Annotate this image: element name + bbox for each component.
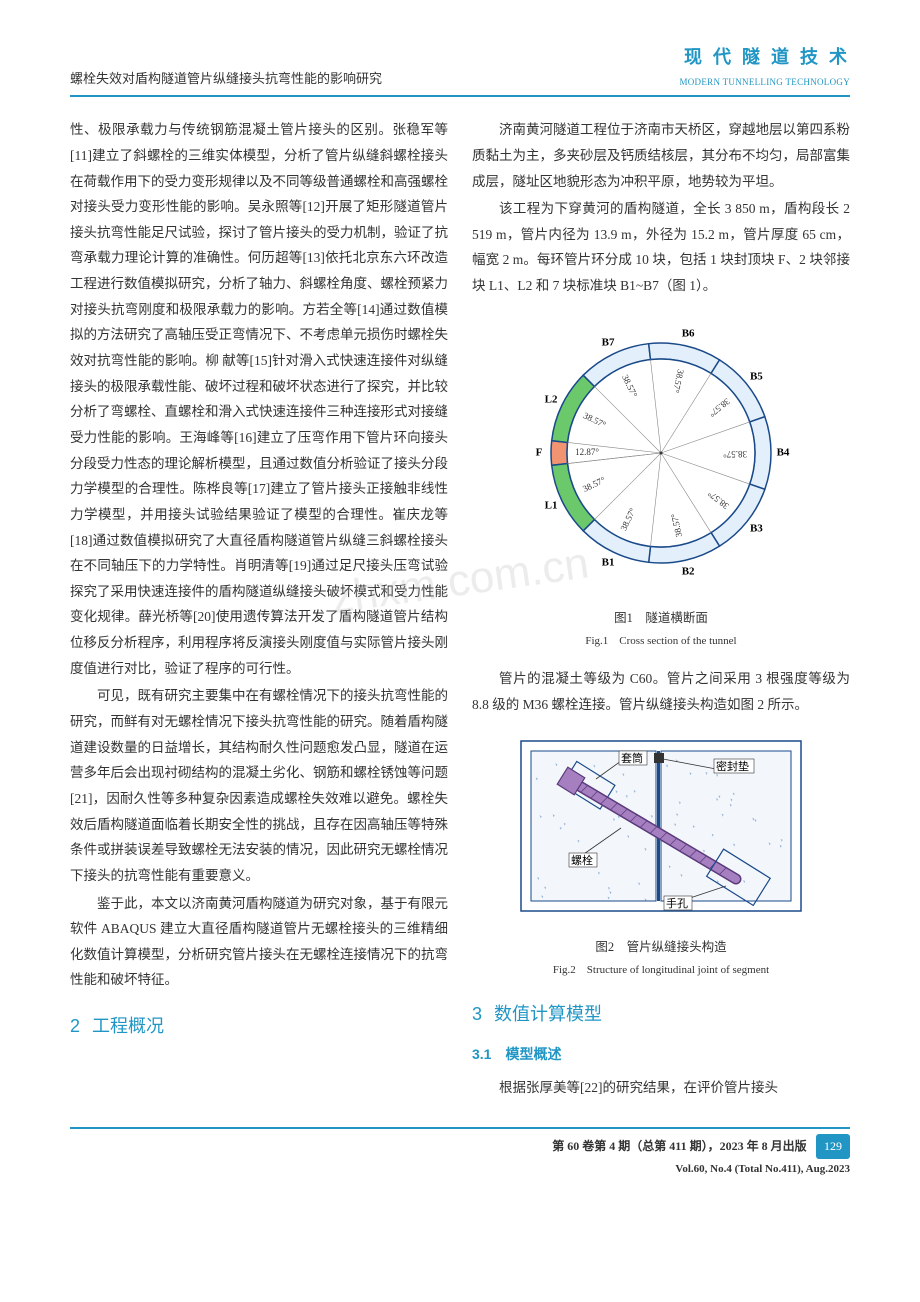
svg-text:12.87°: 12.87° <box>575 447 599 457</box>
svg-text:L2: L2 <box>545 393 558 405</box>
svg-text:B6: B6 <box>682 327 695 339</box>
footer-issue-en: Vol.60, No.4 (Total No.411), Aug.2023 <box>70 1159 850 1180</box>
right-column: 济南黄河隧道工程位于济南市天桥区，穿越地层以第四系粉质黏土为主，多夹砂层及钙质结… <box>472 117 850 1103</box>
content-columns: 性、极限承载力与传统钢筋混凝土管片接头的区别。张稳军等[11]建立了斜螺栓的三维… <box>70 117 850 1103</box>
svg-text:L1: L1 <box>545 499 558 511</box>
svg-text:B4: B4 <box>777 446 790 458</box>
body-paragraph: 性、极限承载力与传统钢筋混凝土管片接头的区别。张稳军等[11]建立了斜螺栓的三维… <box>70 117 448 681</box>
article-running-title: 螺栓失效对盾构隧道管片纵缝接头抗弯性能的影响研究 <box>70 67 382 92</box>
svg-text:密封垫: 密封垫 <box>716 759 749 773</box>
figure-2-caption-cn: 图2 管片纵缝接头构造 <box>472 936 850 960</box>
left-column: 性、极限承载力与传统钢筋混凝土管片接头的区别。张稳军等[11]建立了斜螺栓的三维… <box>70 117 448 1103</box>
section-title: 工程概况 <box>92 1016 164 1036</box>
section-title: 数值计算模型 <box>494 1004 602 1024</box>
page-number: 129 <box>816 1134 850 1159</box>
body-paragraph: 该工程为下穿黄河的盾构隧道，全长 3 850 m，盾构段长 2 519 m，管片… <box>472 196 850 299</box>
section-number: 3 <box>472 1004 482 1024</box>
svg-text:螺栓: 螺栓 <box>571 853 593 867</box>
svg-text:B3: B3 <box>750 522 763 534</box>
journal-title-block: 现 代 隧 道 技 术 MODERN TUNNELLING TECHNOLOGY <box>679 40 850 91</box>
body-paragraph: 管片的混凝土等级为 C60。管片之间采用 3 根强度等级为 8.8 级的 M36… <box>472 666 850 717</box>
svg-text:B1: B1 <box>602 556 615 568</box>
figure-1-caption-en: Fig.1 Cross section of the tunnel <box>472 631 850 652</box>
body-paragraph: 济南黄河隧道工程位于济南市天桥区，穿越地层以第四系粉质黏土为主，多夹砂层及钙质结… <box>472 117 850 194</box>
figure-2: 套筒密封垫螺栓手孔 图2 管片纵缝接头构造 Fig.2 Structure of… <box>472 731 850 980</box>
svg-text:B5: B5 <box>750 370 763 382</box>
joint-structure-diagram: 套筒密封垫螺栓手孔 <box>511 731 811 921</box>
figure-1: F12.87°L238.57°B738.57°B638.57°B538.57°B… <box>472 313 850 652</box>
figure-1-caption-cn: 图1 隧道横断面 <box>472 607 850 631</box>
svg-text:38.57°: 38.57° <box>723 449 747 459</box>
body-paragraph: 根据张厚美等[22]的研究结果，在评价管片接头 <box>472 1075 850 1101</box>
footer-issue-cn: 第 60 卷第 4 期（总第 411 期），2023 年 8 月出版 <box>552 1139 806 1153</box>
section-number: 2 <box>70 1016 80 1036</box>
svg-text:B7: B7 <box>602 336 615 348</box>
page-footer: 第 60 卷第 4 期（总第 411 期），2023 年 8 月出版 129 V… <box>70 1127 850 1180</box>
body-paragraph: 可见，既有研究主要集中在有螺栓情况下的接头抗弯性能的研究，而鲜有对无螺栓情况下接… <box>70 683 448 888</box>
svg-text:F: F <box>536 446 543 458</box>
journal-name-en: MODERN TUNNELLING TECHNOLOGY <box>679 74 850 91</box>
subsection-title: 模型概述 <box>505 1046 561 1062</box>
body-paragraph: 鉴于此，本文以济南黄河盾构隧道为研究对象，基于有限元软件 ABAQUS 建立大直… <box>70 891 448 994</box>
figure-2-caption-en: Fig.2 Structure of longitudinal joint of… <box>472 960 850 981</box>
cross-section-diagram: F12.87°L238.57°B738.57°B638.57°B538.57°B… <box>521 313 801 593</box>
journal-name-cn: 现 代 隧 道 技 术 <box>679 40 850 74</box>
svg-text:B2: B2 <box>682 565 695 577</box>
subsection-number: 3.1 <box>472 1046 491 1062</box>
svg-text:套筒: 套筒 <box>621 751 643 765</box>
subsection-heading-3-1: 3.1 模型概述 <box>472 1041 850 1068</box>
section-heading-2: 2 工程概况 <box>70 1009 448 1043</box>
svg-text:手孔: 手孔 <box>666 896 688 910</box>
page-header: 螺栓失效对盾构隧道管片纵缝接头抗弯性能的影响研究 现 代 隧 道 技 术 MOD… <box>70 40 850 97</box>
section-heading-3: 3 数值计算模型 <box>472 997 850 1031</box>
